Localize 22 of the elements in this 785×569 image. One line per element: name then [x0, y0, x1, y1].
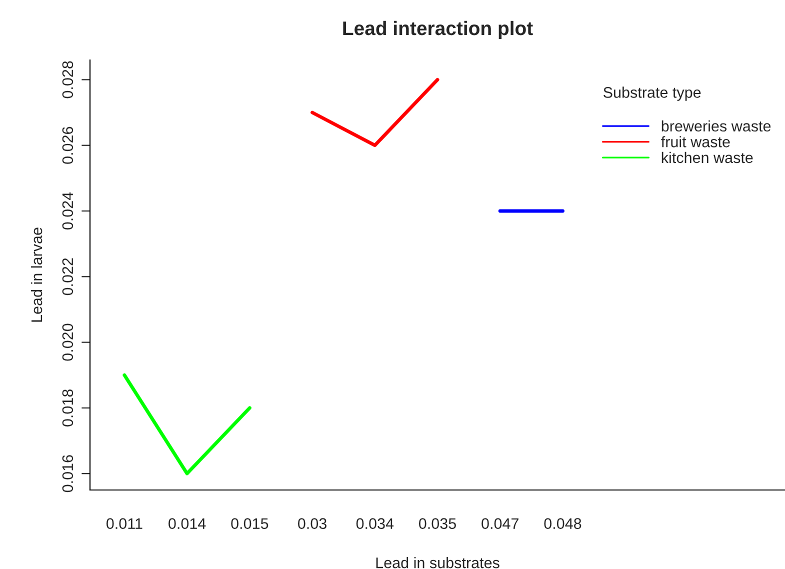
chart-title: Lead interaction plot: [343, 20, 533, 40]
y-tick-label: 0.026: [62, 126, 74, 164]
legend-title: Substrate type: [604, 86, 701, 101]
y-tick-label: 0.020: [62, 324, 74, 361]
legend-label: breweries waste: [662, 120, 771, 132]
x-tick-label: 0.035: [418, 518, 456, 529]
legend-label: fruit waste: [661, 136, 730, 148]
y-tick-label: 0.022: [62, 258, 74, 296]
x-tick-label: 0.014: [168, 518, 206, 529]
x-tick-label: 0.015: [231, 518, 268, 529]
x-tick-label: 0.034: [356, 518, 394, 529]
legend-label: kitchen waste: [662, 152, 753, 164]
x-tick-label: 0.047: [482, 518, 518, 529]
y-axis-title: Lead in larvae: [30, 228, 42, 322]
x-tick-label: 0.03: [298, 518, 326, 529]
x-tick-label: 0.011: [106, 518, 142, 529]
y-tick-label: 0.028: [62, 61, 74, 98]
x-tick-label: 0.048: [544, 518, 582, 529]
y-tick-label: 0.018: [62, 389, 74, 426]
y-tick-label: 0.016: [62, 455, 74, 492]
y-tick-label: 0.024: [62, 192, 74, 230]
x-axis-title: Lead in substrates: [376, 557, 500, 568]
